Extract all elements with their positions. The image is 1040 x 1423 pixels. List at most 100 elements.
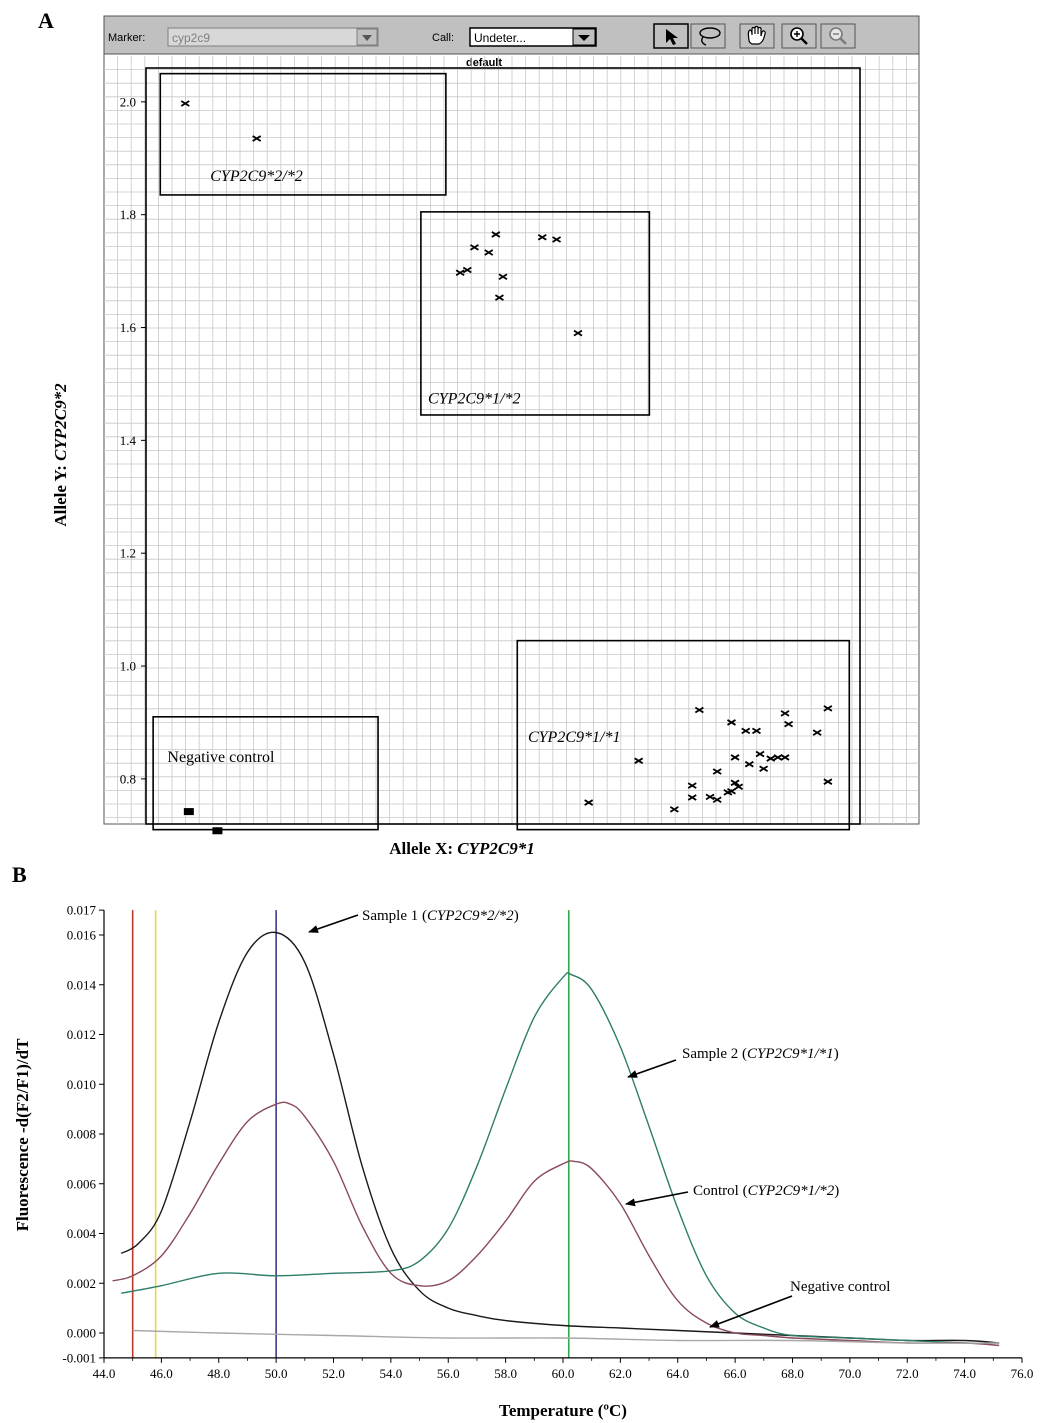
cluster-cyp2c9-1-1[interactable]: CYP2C9*1/*1 — [516, 639, 851, 831]
data-point — [823, 705, 833, 712]
y-tick-label: 0.006 — [67, 1176, 97, 1191]
y-tick-label: 1.8 — [120, 207, 136, 222]
data-point — [537, 233, 547, 241]
data-point — [484, 249, 494, 256]
x-tick-label: 52.0 — [322, 1366, 345, 1381]
x-tick-label: 44.0 — [93, 1366, 116, 1381]
data-point — [687, 794, 697, 801]
data-point — [780, 754, 790, 761]
annotation-sample-2-cyp2c9-1-1: Sample 2 (CYP2C9*1/*1) — [627, 1046, 839, 1078]
melt-vertical-lines — [131, 910, 570, 1358]
call-label: Call: — [432, 32, 454, 44]
call-dropdown-icon[interactable] — [572, 28, 596, 46]
scatter-plot-frame — [145, 67, 861, 825]
hand-tool-icon[interactable] — [739, 23, 775, 49]
cluster-label: CYP2C9*1/*1 — [528, 729, 620, 746]
cluster-label: CYP2C9*1/*2 — [428, 391, 520, 408]
data-point — [183, 808, 194, 816]
toolbar: Marker: cyp2c9 Call: Undeter... — [103, 15, 920, 55]
annotation-arrow — [308, 914, 359, 933]
data-point — [462, 266, 472, 274]
data-point — [751, 727, 761, 735]
data-point — [455, 269, 465, 277]
melt-axes: -0.001 0.000 0.002 0.004 0.006 0.008 0.010 0.01… — [62, 903, 1033, 1381]
arrow-tool-icon[interactable] — [653, 23, 689, 49]
data-point — [712, 796, 722, 804]
y-tick-label: 1.6 — [120, 320, 137, 335]
scatter-grid — [104, 56, 919, 824]
x-tick-label: 50.0 — [265, 1366, 288, 1381]
y-tick-label: 1.2 — [120, 546, 136, 561]
marker-select[interactable]: cyp2c9 — [167, 27, 379, 47]
annotation-text: Control (CYP2C9*1/*2) — [693, 1183, 839, 1199]
scatter-x-axis-label: Allele X: CYP2C9*1 — [389, 839, 534, 858]
annotation-arrow — [627, 1059, 677, 1078]
y-tick-label: 0.000 — [67, 1326, 96, 1341]
x-tick-label: 58.0 — [494, 1366, 517, 1381]
scatter-title: default — [466, 57, 502, 69]
x-tick-label: 46.0 — [150, 1366, 173, 1381]
data-point — [784, 720, 794, 728]
call-select[interactable]: Undeter... — [469, 27, 597, 47]
melt-series — [112, 931, 1000, 1347]
x-tick-label: 56.0 — [437, 1366, 460, 1381]
cluster-cyp2c9-1-2[interactable]: CYP2C9*1/*2 — [420, 211, 651, 416]
melt-curve-chart: -0.001 0.000 0.002 0.004 0.006 0.008 0.010 0.01… — [62, 903, 1033, 1381]
y-tick-label: 0.002 — [67, 1276, 96, 1291]
data-point — [491, 231, 501, 238]
data-point — [712, 768, 722, 775]
cluster-negative-control[interactable]: Negative control — [152, 716, 379, 835]
data-point — [573, 329, 583, 337]
zoom-in-icon[interactable] — [781, 23, 817, 49]
scatter-y-ticks: 0.8 1.0 1.2 1.4 1.6 1.8 2.0 — [120, 94, 146, 786]
y-tick-label: 0.016 — [67, 928, 97, 943]
lasso-tool-icon[interactable] — [690, 23, 726, 49]
annotation-arrow — [625, 1191, 689, 1207]
y-tick-label: 0.8 — [120, 771, 136, 786]
data-point — [705, 793, 715, 801]
x-tick-label: 60.0 — [552, 1366, 575, 1381]
series-line-control-cyp2c9-1-2 — [112, 1101, 1000, 1347]
data-point — [494, 294, 504, 301]
scatter-y-axis-label: Allele Y: CYP2C9*2 — [51, 383, 70, 527]
x-tick-label: 74.0 — [953, 1366, 976, 1381]
panel-a-letter: A — [38, 8, 54, 33]
data-point — [766, 755, 776, 762]
y-tick-label: 0.014 — [67, 977, 97, 992]
y-tick-label: -0.001 — [62, 1350, 96, 1365]
marker-dropdown-icon[interactable] — [356, 28, 378, 46]
annotation-text: Sample 2 (CYP2C9*1/*1) — [682, 1046, 839, 1062]
melt-y-axis-label: Fluorescence -d(F2/F1)/dT — [13, 1038, 32, 1231]
zoom-out-icon[interactable] — [820, 23, 856, 49]
data-point — [773, 754, 783, 761]
data-point — [552, 236, 562, 243]
data-point — [744, 760, 754, 768]
x-tick-label: 64.0 — [666, 1366, 689, 1381]
data-point — [669, 806, 679, 813]
data-point — [687, 782, 697, 789]
cluster-box — [516, 639, 851, 831]
cluster-cyp2c9-2-2[interactable]: CYP2C9*2/*2 — [159, 72, 447, 196]
series-line-sample-2-cyp2c9-1-1 — [121, 971, 1000, 1344]
annotation-negative-control: Negative control — [709, 1279, 890, 1328]
data-point — [823, 778, 833, 785]
y-tick-label: 0.010 — [67, 1077, 96, 1092]
x-tick-label: 72.0 — [896, 1366, 919, 1381]
data-point — [584, 799, 594, 806]
data-point — [741, 727, 751, 735]
data-point — [759, 765, 769, 772]
cluster-box — [159, 72, 447, 196]
data-point — [727, 788, 736, 795]
annotation-sample-1-cyp2c9-2-2: Sample 1 (CYP2C9*2/*2) — [308, 908, 519, 933]
data-point — [755, 750, 765, 758]
data-point — [727, 719, 736, 726]
data-point — [498, 273, 508, 281]
marker-select-value: cyp2c9 — [172, 31, 210, 45]
y-tick-label: 0.008 — [67, 1127, 96, 1142]
x-tick-label: 70.0 — [839, 1366, 862, 1381]
y-tick-label: 2.0 — [120, 94, 136, 109]
annotation-arrow — [709, 1295, 793, 1328]
y-tick-label: 1.0 — [120, 659, 136, 674]
data-point — [730, 779, 740, 787]
marker-label: Marker: — [108, 32, 145, 44]
